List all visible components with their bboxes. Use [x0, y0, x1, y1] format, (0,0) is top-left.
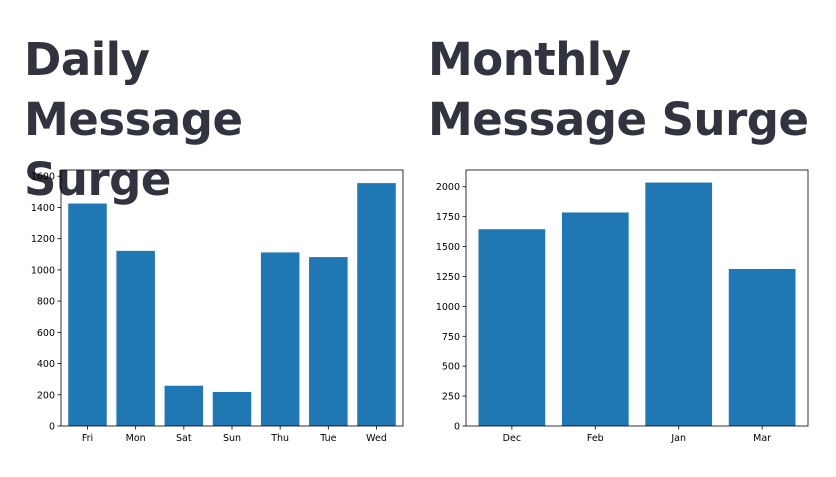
plot-frame	[60, 169, 404, 427]
y-tick-label: 1250	[436, 272, 460, 283]
daily-chart-title: Daily Message Surge	[24, 33, 243, 206]
y-tick-label: 1600	[31, 172, 55, 183]
bar-tue	[309, 257, 348, 426]
bar-jan	[645, 182, 713, 426]
bar-thu	[260, 252, 300, 426]
y-tick-label: 1200	[31, 234, 55, 245]
x-tick-label-tue: Tue	[319, 433, 336, 444]
bar-wed	[357, 183, 396, 426]
y-tick-label: 1750	[436, 212, 460, 223]
x-tick-label-jan: Jan	[670, 433, 686, 444]
y-tick-label: 400	[37, 359, 55, 370]
y-tick-label: 1400	[31, 203, 55, 214]
bar-sun	[212, 391, 252, 426]
x-tick-label-feb: Feb	[587, 433, 604, 444]
x-tick-label-sun: Sun	[223, 433, 241, 444]
y-tick-label: 800	[37, 297, 55, 308]
y-tick-label: 1000	[31, 265, 55, 276]
x-tick-label-mar: Mar	[753, 433, 771, 444]
monthly-bar-chart: Dec Feb Jan Mar 0 250 500 750 1000 1250 1500 1750 20…	[436, 169, 809, 444]
bar-fri	[68, 203, 107, 426]
y-tick-label: 1500	[436, 242, 460, 253]
y-tick-label: 1000	[436, 302, 460, 313]
bar-mon	[116, 250, 155, 426]
y-tick-label: 500	[442, 362, 460, 373]
x-tick-label-mon: Mon	[126, 433, 146, 444]
y-tick-label: 750	[442, 332, 460, 343]
y-tick-label: 0	[49, 422, 55, 433]
y-tick-label: 200	[37, 390, 55, 401]
bar-sat	[164, 385, 204, 426]
x-tick-label-sat: Sat	[176, 433, 192, 444]
x-tick-label-fri: Fri	[82, 433, 93, 444]
bar-feb	[561, 212, 629, 426]
monthly-chart-title: Monthly Message Surge	[428, 33, 809, 146]
bar-dec	[478, 229, 546, 426]
bar-mar	[728, 268, 796, 426]
x-tick-label-wed: Wed	[366, 433, 387, 444]
y-tick-label: 0	[454, 422, 460, 433]
y-tick-label: 600	[37, 328, 55, 339]
y-tick-label: 250	[442, 392, 460, 403]
y-tick-label: 2000	[436, 182, 460, 193]
x-tick-label-thu: Thu	[270, 433, 289, 444]
daily-bar-chart: Fri Mon Sat Sun Thu Tue Wed 0 200 400 600 800 1000 12…	[31, 169, 404, 444]
plot-frame	[465, 169, 809, 427]
x-tick-label-dec: Dec	[503, 433, 521, 444]
